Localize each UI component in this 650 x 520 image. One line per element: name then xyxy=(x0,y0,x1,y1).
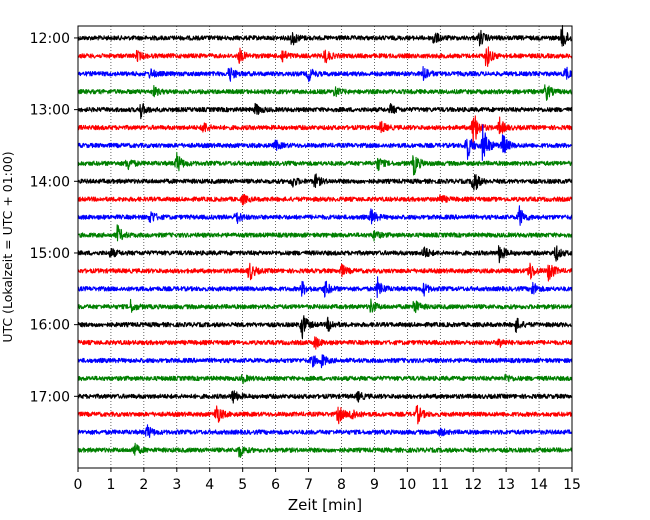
y-tick-label: 13:00 xyxy=(30,103,70,119)
x-tick-label: 15 xyxy=(563,477,581,493)
trace-1300 xyxy=(77,102,573,120)
trace-1515 xyxy=(77,262,573,282)
x-tick-label: 2 xyxy=(139,477,148,493)
trace-1400 xyxy=(77,173,573,191)
trace-1615 xyxy=(77,336,573,350)
x-tick-label: 1 xyxy=(106,477,115,493)
trace-1315 xyxy=(77,115,573,150)
y-tick-label: 16:00 xyxy=(30,318,70,334)
trace-1500 xyxy=(77,245,573,264)
x-tick-label: 7 xyxy=(304,477,313,493)
y-tick-label: 12:00 xyxy=(30,31,70,47)
trace-1600 xyxy=(77,315,573,340)
trace-1345 xyxy=(77,151,573,176)
x-tick-label: 8 xyxy=(337,477,346,493)
trace-1430 xyxy=(77,205,573,226)
y-tick-label: 17:00 xyxy=(30,389,70,405)
trace-1530 xyxy=(77,276,573,298)
x-tick-label: 4 xyxy=(205,477,214,493)
y-tick-label: 15:00 xyxy=(30,246,70,262)
x-axis-label: Zeit [min] xyxy=(288,496,362,514)
y-axis-label: UTC (Lokalzeit = UTC + 01:00) xyxy=(0,151,15,342)
trace-1245 xyxy=(77,84,573,101)
trace-1630 xyxy=(77,354,573,369)
trace-1745 xyxy=(77,442,573,459)
plot-frame xyxy=(77,25,573,469)
trace-1415 xyxy=(77,193,573,206)
y-axis: 12:00 13:00 14:00 15:00 16:00 17:00 xyxy=(30,31,78,405)
trace-1645 xyxy=(77,373,573,385)
y-tick-label: 14:00 xyxy=(30,174,70,190)
x-tick-label: 11 xyxy=(431,477,449,493)
x-tick-label: 13 xyxy=(497,477,515,493)
trace-1545 xyxy=(77,298,573,314)
trace-1215 xyxy=(77,46,573,68)
trace-1230 xyxy=(77,65,573,83)
trace-1700 xyxy=(77,390,573,404)
trace-1715 xyxy=(77,404,573,425)
x-tick-label: 9 xyxy=(370,477,379,493)
x-tick-label: 3 xyxy=(172,477,181,493)
x-tick-label: 5 xyxy=(238,477,247,493)
trace-1445 xyxy=(77,224,573,242)
x-tick-label: 6 xyxy=(271,477,280,493)
trace-1200 xyxy=(77,24,573,47)
trace-1330 xyxy=(77,124,573,161)
x-tick-label: 12 xyxy=(464,477,482,493)
x-tick-label: 14 xyxy=(530,477,548,493)
x-axis: 0 1 2 3 4 5 6 7 8 9 10 11 12 13 14 15 xyxy=(74,468,581,493)
x-tick-label: 0 xyxy=(74,477,83,493)
x-tick-label: 10 xyxy=(398,477,416,493)
seismogram-traces xyxy=(77,24,573,459)
trace-1730 xyxy=(77,424,573,439)
